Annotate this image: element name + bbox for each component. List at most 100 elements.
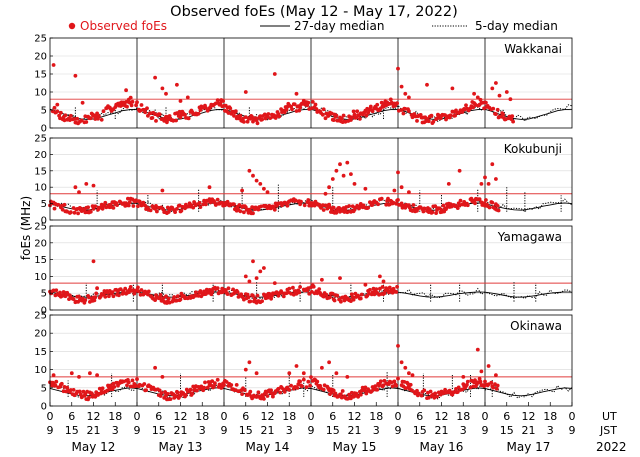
observed-point — [446, 182, 451, 186]
observed-point — [349, 115, 354, 120]
observed-point — [403, 107, 408, 111]
observed-point — [330, 177, 335, 181]
observed-point — [251, 293, 255, 298]
observed-point — [285, 203, 290, 208]
observed-point — [260, 299, 264, 303]
observed-point — [93, 204, 98, 209]
jst-tick-label: 3 — [199, 424, 206, 437]
observed-point — [298, 379, 302, 384]
jst-tick-label: 3 — [460, 424, 467, 437]
observed-point — [304, 385, 309, 389]
observed-point — [126, 196, 130, 201]
observed-point — [131, 204, 136, 208]
observed-point — [297, 108, 302, 113]
jst-tick-label: 15 — [413, 424, 427, 437]
observed-point — [222, 383, 226, 387]
observed-point — [255, 121, 260, 126]
observed-point — [130, 378, 135, 383]
observed-point — [54, 379, 59, 384]
observed-point — [465, 382, 469, 387]
observed-point — [352, 182, 357, 186]
y-tick-label: 15 — [34, 347, 47, 358]
observed-point — [56, 202, 61, 207]
observed-point — [320, 365, 324, 370]
observed-point — [134, 103, 139, 108]
observed-point — [307, 291, 312, 296]
jst-tick-label: 9 — [308, 424, 315, 437]
observed-point — [277, 114, 282, 119]
observed-point — [408, 382, 413, 387]
jst-tick-label: 21 — [348, 424, 362, 437]
ut-tick-label: 12 — [174, 410, 188, 423]
observed-point — [489, 380, 494, 385]
observed-point — [175, 294, 180, 299]
jst-tick-label: 15 — [500, 424, 514, 437]
observed-point — [477, 197, 482, 202]
y-tick-label: 25 — [34, 34, 47, 45]
jst-tick-label: 3 — [373, 424, 380, 437]
observed-point — [494, 177, 498, 181]
observed-point — [422, 206, 427, 211]
observed-point — [159, 391, 164, 395]
observed-point — [301, 371, 306, 376]
ut-tick-label: 0 — [47, 410, 54, 423]
observed-point — [91, 183, 96, 188]
observed-point — [434, 211, 438, 216]
observed-point — [245, 119, 250, 124]
observed-point — [341, 173, 346, 178]
observed-point — [311, 284, 316, 289]
observed-point — [262, 186, 266, 191]
observed-point — [309, 375, 313, 379]
observed-point — [306, 100, 311, 105]
observed-point — [254, 276, 259, 280]
observed-point — [392, 379, 397, 384]
observed-point — [258, 269, 263, 274]
observed-point — [339, 392, 343, 397]
jst-tick-label: 9 — [221, 424, 228, 437]
observed-point — [202, 385, 207, 390]
observed-point — [272, 207, 277, 212]
observed-point — [345, 375, 350, 379]
observed-point — [435, 394, 439, 399]
year-label: 2022 — [596, 440, 627, 454]
observed-point — [198, 205, 203, 210]
observed-point — [474, 103, 478, 107]
observed-point — [458, 198, 463, 203]
observed-point — [158, 293, 163, 297]
observed-point — [246, 295, 251, 300]
y-tick-label: 10 — [34, 88, 47, 99]
jst-tick-label: 9 — [482, 424, 489, 437]
observed-point — [242, 388, 247, 393]
observed-point — [358, 392, 363, 397]
ut-tick-label: 0 — [134, 410, 141, 423]
observed-point — [415, 388, 419, 393]
observed-point — [123, 286, 128, 291]
observed-point — [419, 393, 424, 398]
ut-tick-label: 12 — [522, 410, 536, 423]
ut-tick-label: 6 — [503, 410, 510, 423]
jst-tick-label: 15 — [326, 424, 340, 437]
observed-point — [126, 380, 131, 385]
observed-point — [68, 388, 73, 392]
observed-point — [487, 205, 492, 210]
observed-point — [75, 116, 80, 121]
observed-point — [297, 290, 302, 295]
ut-tick-label: 18 — [543, 410, 557, 423]
observed-point — [404, 386, 409, 390]
observed-point — [148, 208, 153, 213]
observed-point — [251, 259, 255, 264]
observed-point — [394, 290, 399, 294]
observed-point — [379, 100, 384, 105]
observed-point — [281, 294, 286, 299]
observed-point — [338, 276, 342, 280]
observed-point — [394, 383, 399, 388]
observed-point — [324, 292, 329, 297]
observed-point — [157, 295, 162, 300]
observed-point — [248, 389, 253, 394]
observed-point — [294, 91, 299, 96]
observed-point — [95, 373, 99, 377]
observed-point — [272, 281, 277, 285]
observed-point — [213, 381, 217, 386]
observed-point — [223, 288, 228, 292]
observed-point — [207, 185, 212, 190]
